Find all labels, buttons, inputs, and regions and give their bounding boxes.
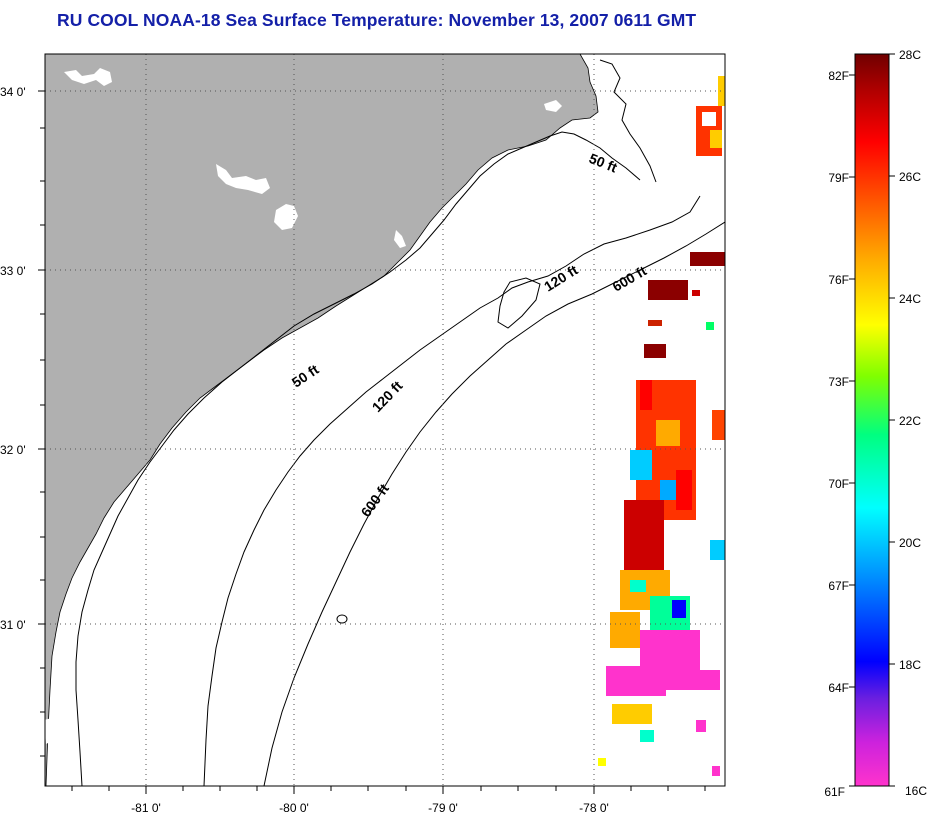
- lat-label-33: 33 0': [0, 264, 26, 278]
- lat-label-34: 34 0': [0, 85, 26, 99]
- colorbar-f-73: 73F: [828, 375, 849, 389]
- colorbar-c-28: 28C: [899, 48, 921, 62]
- temperature-colorbar: 82F 79F 76F 73F 70F 67F 64F 61F 28C 26C …: [824, 48, 927, 799]
- colorbar-c-20: 20C: [899, 536, 921, 550]
- colorbar-f-64: 64F: [828, 681, 849, 695]
- colorbar-gradient: [854, 53, 890, 787]
- lon-label-81: -81 0': [131, 801, 161, 815]
- graticule: [45, 54, 725, 786]
- colorbar-c-22: 22C: [899, 414, 921, 428]
- contour-120ft-loop: [497, 277, 541, 329]
- ne-coast: [599, 59, 657, 183]
- contour-600ft: [263, 221, 725, 786]
- colorbar-f-82: 82F: [828, 69, 849, 83]
- lat-label-32: 32 0': [0, 443, 26, 457]
- sst-map: 50 ft 50 ft 120 ft 120 ft 600 ft 600 ft: [0, 53, 726, 815]
- map-frame: [44, 53, 726, 787]
- contour-120ft: [203, 195, 701, 786]
- seamount-contour: [336, 614, 348, 624]
- colorbar-f-70: 70F: [828, 477, 849, 491]
- lon-axis-ticks: [71, 786, 706, 794]
- colorbar-c-18: 18C: [899, 658, 921, 672]
- inland-lakes: [45, 68, 562, 744]
- colorbar-f-61: 61F: [824, 785, 845, 799]
- lon-label-80: -80 0': [279, 801, 309, 815]
- land-mass: [45, 54, 599, 786]
- colorbar-c-26: 26C: [899, 170, 921, 184]
- map-title: RU COOL NOAA-18 Sea Surface Temperature:…: [57, 10, 697, 30]
- lon-label-78: -78 0': [579, 801, 609, 815]
- contour-50ft: [75, 131, 641, 786]
- sst-data-patches: [598, 76, 725, 776]
- lon-label-79: -79 0': [428, 801, 458, 815]
- lat-label-31: 31 0': [0, 618, 26, 632]
- colorbar-c-16: 16C: [905, 784, 927, 798]
- colorbar-f-79: 79F: [828, 171, 849, 185]
- colorbar-f-76: 76F: [828, 273, 849, 287]
- lat-axis-ticks: [38, 90, 45, 757]
- colorbar-f-67: 67F: [828, 579, 849, 593]
- colorbar-ticks: [849, 53, 895, 787]
- colorbar-c-24: 24C: [899, 292, 921, 306]
